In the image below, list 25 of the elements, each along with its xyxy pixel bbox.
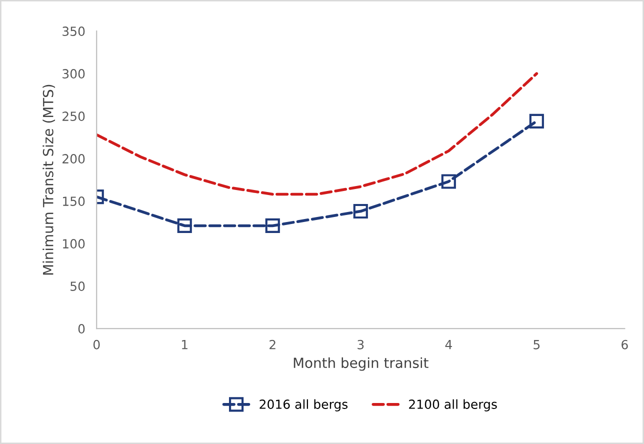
x-axis-title: Month begin transit [294, 357, 428, 371]
line-series [96, 72, 538, 196]
y-tick-label: 300 [62, 69, 85, 79]
legend-label: 2016 all bergs [260, 399, 348, 412]
x-tick-label: 4 [445, 340, 452, 350]
y-tick-label: 50 [70, 282, 85, 291]
y-tick-label: 200 [62, 154, 85, 164]
legend-label: 2100 all bergs [409, 399, 497, 412]
y-tick-label: 100 [63, 239, 85, 248]
y-tick-label: 150 [63, 196, 85, 206]
y-tick-label: 0 [78, 324, 85, 334]
x-tick-label: 0 [93, 340, 100, 350]
x-tick-label: 1 [182, 340, 188, 350]
point [265, 218, 280, 234]
y-tick-label: 250 [62, 112, 85, 121]
point [353, 204, 368, 219]
point [529, 114, 544, 128]
point [177, 218, 192, 234]
x-tick-label: 5 [534, 340, 540, 350]
x-tick-label: 2 [270, 340, 276, 350]
y-axis-title: Minimum Transit Size (MTS) [42, 84, 56, 275]
x-tick-label: 6 [622, 340, 628, 350]
x-tick-label: 3 [358, 340, 364, 350]
point [441, 174, 456, 189]
y-tick-label: 350 [62, 26, 85, 36]
